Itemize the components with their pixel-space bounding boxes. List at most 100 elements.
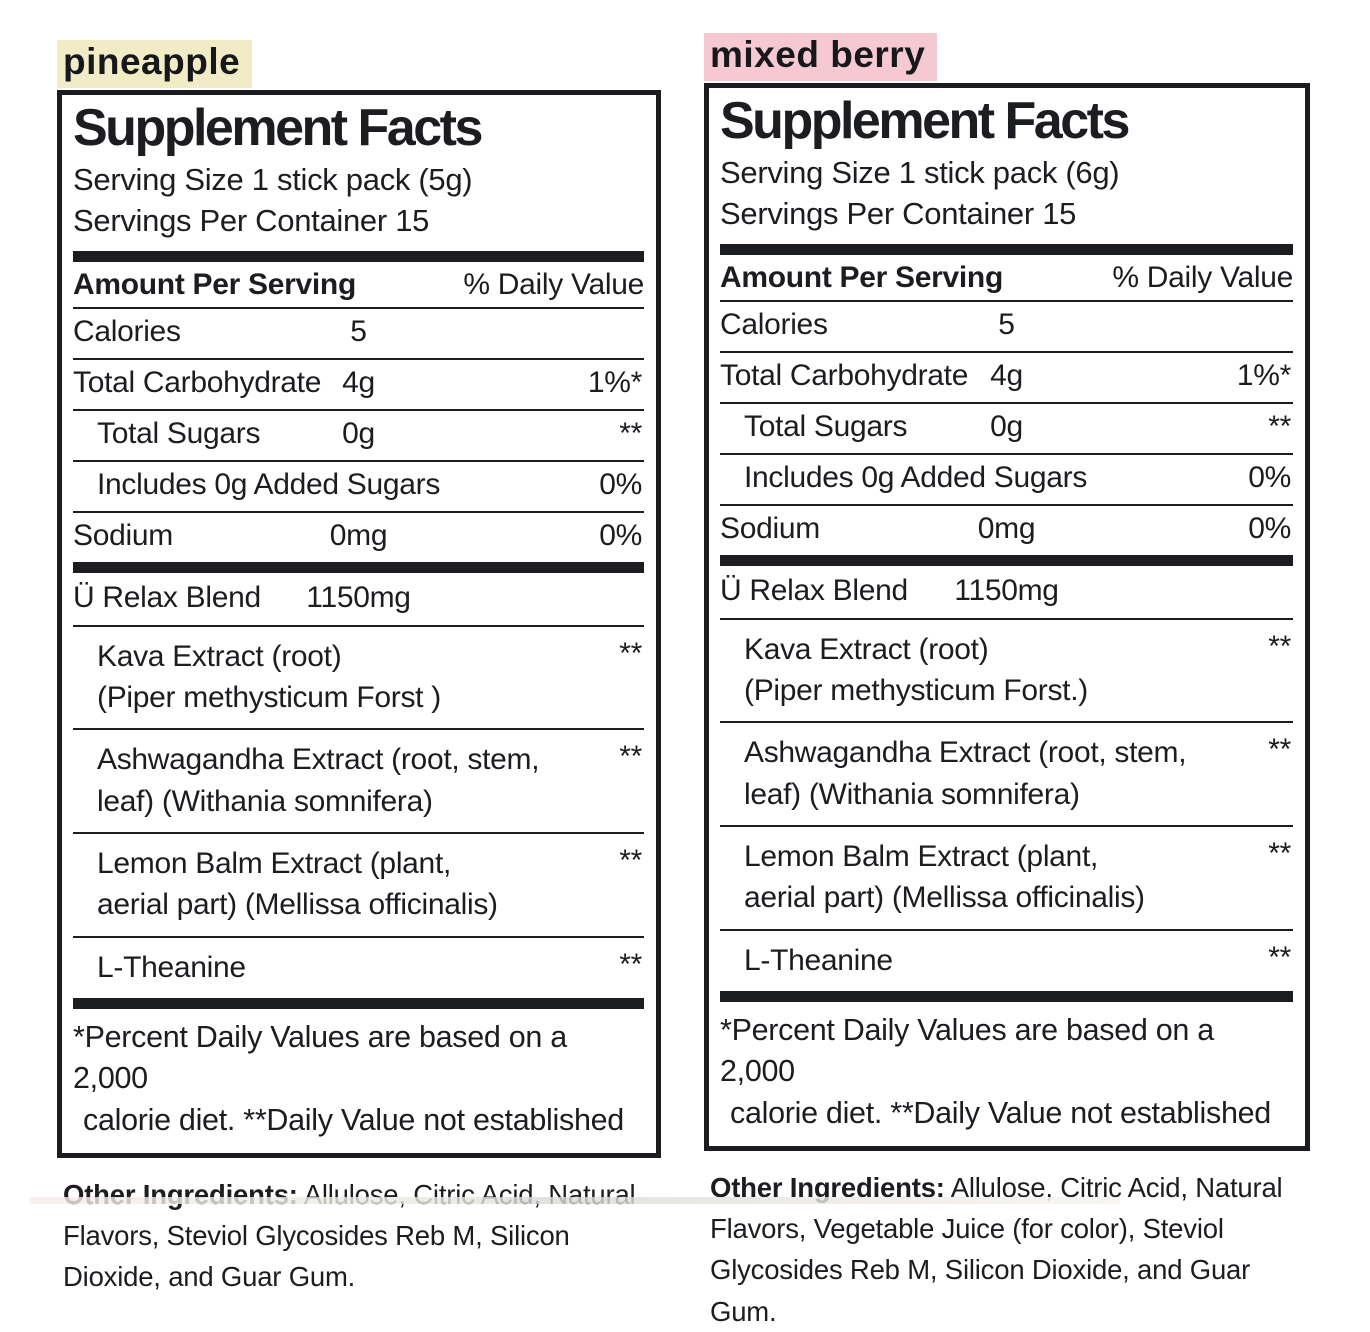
thick-divider (720, 991, 1293, 1003)
blend-name: Ü Relax Blend (73, 580, 261, 614)
ingredient-name-line1: Ashwagandha Extract (root, stem, (97, 743, 540, 777)
ingredient-dv: ** (619, 740, 642, 774)
servings-per-container: Servings Per Container 15 (720, 196, 1077, 232)
column-header-row: Amount Per Serving % Daily Value (73, 262, 644, 309)
nutrient-name: Total Sugars (97, 416, 261, 450)
nutrient-name: Sodium (720, 511, 820, 545)
nutrient-name: Total Carbohydrate (73, 365, 322, 399)
supplement-facts-panel-pineapple: Supplement Facts Serving Size 1 stick pa… (57, 89, 661, 1158)
ingredient-name-line1: Lemon Balm Extract (plant, (744, 840, 1099, 874)
footnote-line1: *Percent Daily Values are based on a 2,0… (720, 1013, 1214, 1089)
nutrient-row-total-sugars: Total Sugars 0g ** (720, 404, 1293, 455)
serving-size: Serving Size 1 stick pack (6g) (720, 155, 1120, 191)
nutrient-row-added-sugars: Includes 0g Added Sugars 0% (73, 462, 644, 513)
ingredient-name-line1: Lemon Balm Extract (plant, (97, 847, 452, 881)
ingredient-dv: ** (1268, 940, 1291, 974)
footnote: *Percent Daily Values are based on a 2,0… (73, 1009, 644, 1143)
nutrient-name: Sodium (73, 518, 173, 552)
thick-divider (720, 243, 1293, 255)
nutrient-row-total-carbohydrate: Total Carbohydrate 4g 1%* (73, 360, 644, 411)
other-ingredients-label: Other Ingredients: (63, 1178, 298, 1210)
nutrient-row-calories: Calories 5 (73, 309, 644, 360)
nutrient-name: Calories (73, 314, 181, 348)
ingredient-name-line2: leaf) (Withania somnifera) (97, 784, 433, 818)
amount-per-serving-header: Amount Per Serving (720, 260, 1003, 294)
nutrient-dv: 0% (599, 518, 642, 552)
ingredient-name-line1: Ashwagandha Extract (root, stem, (744, 736, 1187, 770)
nutrient-dv: 1%* (1236, 358, 1291, 392)
ingredient-dv: ** (1268, 733, 1291, 767)
nutrient-dv: 1%* (587, 365, 642, 399)
blend-row: Ü Relax Blend 1150mg (73, 573, 644, 627)
nutrient-amount: 0g (990, 409, 1023, 443)
nutrient-dv: 0% (1248, 511, 1291, 545)
ingredient-name-line2: aerial part) (Mellissa officinalis) (97, 888, 498, 922)
nutrient-row-calories: Calories 5 (720, 302, 1293, 353)
ingredient-name-line2: aerial part) (Mellissa officinalis) (744, 881, 1145, 915)
other-ingredients: Other Ingredients: Allulose, Citric Acid… (57, 1174, 661, 1298)
ingredient-name-line1: Kava Extract (root) (744, 632, 989, 666)
thick-divider (73, 561, 644, 573)
footnote-line2: calorie diet. **Daily Value not establis… (730, 1095, 1271, 1130)
nutrient-amount: 4g (990, 358, 1023, 392)
flavor-tab-mixed-berry: mixed berry (704, 33, 938, 81)
ingredient-row-ashwagandha: Ashwagandha Extract (root, stem, leaf) (… (720, 723, 1293, 828)
nutrient-row-total-carbohydrate: Total Carbohydrate 4g 1%* (720, 353, 1293, 404)
mixed-berry-label-column: mixed berry Supplement Facts Serving Siz… (704, 33, 1310, 1332)
serving-size: Serving Size 1 stick pack (5g) (73, 162, 473, 198)
footnote-line2: calorie diet. **Daily Value not establis… (83, 1102, 624, 1137)
ingredient-dv: ** (619, 636, 642, 670)
ingredient-name-line2: (Piper methysticum Forst ) (97, 680, 441, 714)
thick-divider (73, 250, 644, 262)
nutrient-amount: 0mg (329, 518, 388, 552)
ingredient-name-line2: leaf) (Withania somnifera) (744, 777, 1080, 811)
nutrient-dv: ** (619, 416, 642, 450)
nutrient-name: Includes 0g Added Sugars (97, 467, 441, 501)
blend-amount: 1150mg (306, 580, 411, 614)
daily-value-header: % Daily Value (463, 267, 644, 301)
pineapple-label-column: pineapple Supplement Facts Serving Size … (57, 40, 661, 1298)
ingredient-row-lemon-balm: Lemon Balm Extract (plant, aerial part) … (73, 834, 644, 938)
ingredient-row-kava: Kava Extract (root) (Piper methysticum F… (720, 620, 1293, 724)
nutrient-dv: ** (1268, 409, 1291, 443)
ingredient-row-lemon-balm: Lemon Balm Extract (plant, aerial part) … (720, 827, 1293, 931)
supplement-facts-panel-mixed-berry: Supplement Facts Serving Size 1 stick pa… (704, 82, 1310, 1151)
nutrient-amount: 5 (350, 314, 367, 348)
bottom-edge-artifact (30, 1197, 1120, 1204)
ingredient-name-line1: L-Theanine (97, 950, 246, 984)
thick-divider (720, 554, 1293, 566)
nutrient-amount: 0mg (977, 511, 1036, 545)
ingredient-row-kava: Kava Extract (root) (Piper methysticum F… (73, 627, 644, 731)
footnote: *Percent Daily Values are based on a 2,0… (720, 1002, 1293, 1136)
ingredient-dv: ** (1268, 837, 1291, 871)
facts-title: Supplement Facts (720, 91, 1130, 150)
thick-divider (73, 998, 644, 1010)
column-header-row: Amount Per Serving % Daily Value (720, 255, 1293, 302)
nutrient-row-added-sugars: Includes 0g Added Sugars 0% (720, 455, 1293, 506)
flavor-tab-pineapple: pineapple (57, 40, 253, 88)
amount-per-serving-header: Amount Per Serving (73, 267, 356, 301)
nutrient-name: Total Sugars (744, 409, 908, 443)
facts-title: Supplement Facts (73, 98, 483, 157)
ingredient-dv: ** (619, 947, 642, 981)
nutrient-dv: 0% (1248, 460, 1291, 494)
nutrient-row-sodium: Sodium 0mg 0% (73, 513, 644, 562)
ingredient-dv: ** (619, 844, 642, 878)
nutrient-name: Includes 0g Added Sugars (744, 460, 1088, 494)
nutrient-name: Total Carbohydrate (720, 358, 969, 392)
nutrient-amount: 5 (998, 307, 1015, 341)
nutrient-amount: 0g (342, 416, 375, 450)
ingredient-row-l-theanine: L-Theanine ** (73, 938, 644, 998)
blend-row: Ü Relax Blend 1150mg (720, 566, 1293, 620)
ingredient-row-ashwagandha: Ashwagandha Extract (root, stem, leaf) (… (73, 730, 644, 835)
ingredient-name-line1: L-Theanine (744, 943, 893, 977)
ingredient-name-line2: (Piper methysticum Forst.) (744, 673, 1088, 707)
other-ingredients: Other Ingredients: Allulose, Citric Acid… (704, 1167, 1310, 1332)
nutrient-row-total-sugars: Total Sugars 0g ** (73, 411, 644, 462)
daily-value-header: % Daily Value (1112, 260, 1293, 294)
nutrient-dv: 0% (599, 467, 642, 501)
ingredient-row-l-theanine: L-Theanine ** (720, 931, 1293, 991)
servings-per-container: Servings Per Container 15 (73, 203, 430, 239)
nutrient-row-sodium: Sodium 0mg 0% (720, 506, 1293, 555)
nutrient-amount: 4g (342, 365, 375, 399)
